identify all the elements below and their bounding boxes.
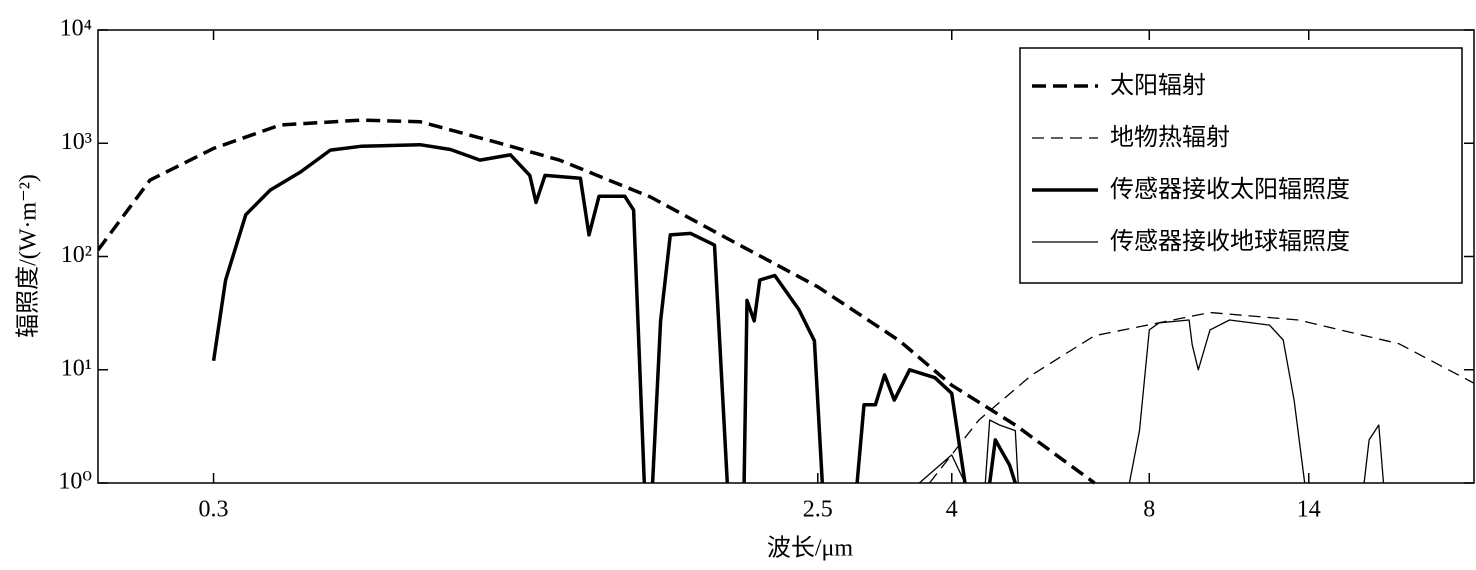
legend-label: 传感器接收地球辐照度 [1110,227,1350,255]
series-line [928,311,1474,484]
series-line [211,142,1017,484]
x-axis-label: 波长/μm [767,535,854,562]
x-tick-label: 0.3 [199,497,229,523]
y-tick-label: 10³ [61,129,92,155]
y-tick-label: 10⁴ [60,16,92,42]
y-axis-label: 辐照度/(W·m⁻²) [15,174,42,338]
x-tick-label: 4 [946,497,958,523]
legend-label: 传感器接收太阳辐照度 [1110,175,1350,203]
x-tick-label: 8 [1143,497,1155,523]
legend-label: 地物热辐射 [1110,123,1230,151]
series-line [918,319,1385,484]
y-tick-label: 10¹ [61,355,92,381]
series-line [98,118,1096,485]
legend-box [1019,47,1463,284]
y-tick-label: 10² [61,242,92,268]
y-tick-label: 10⁰ [58,469,92,495]
legend-label: 太阳辐射 [1110,71,1206,99]
x-tick-label: 2.5 [803,497,833,523]
x-tick-label: 14 [1297,497,1321,523]
